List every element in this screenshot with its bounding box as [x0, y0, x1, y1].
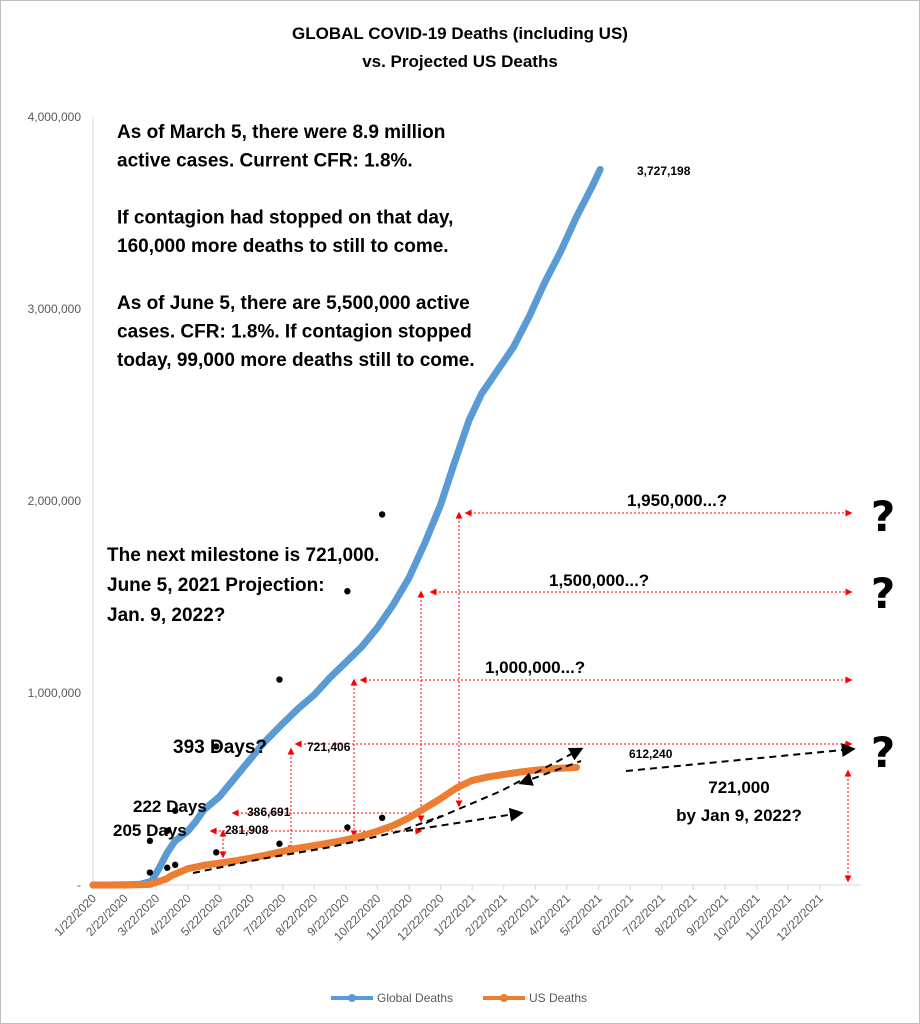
- label-proj-1500k: 1,500,000...?: [549, 571, 649, 590]
- label-205-days: 205 Days: [113, 821, 187, 840]
- chart-title-line-2: vs. Projected US Deaths: [362, 52, 558, 71]
- qmark-us: ?: [871, 728, 895, 777]
- data-label-386691: 386,691: [247, 805, 291, 819]
- marker-dot-us-7: [146, 869, 154, 876]
- label-us-721k-2: by Jan 9, 2022?: [676, 806, 802, 825]
- milestone-line-2: Jan. 9, 2022?: [107, 605, 225, 626]
- us-trend-arrow-proj: [625, 743, 856, 772]
- legend: Global Deaths US Deaths: [331, 991, 587, 1005]
- marker-dot-global-0: [146, 837, 154, 845]
- us-trend-arrow-b: [425, 747, 584, 824]
- y-tick-label-2: 2,000,000: [28, 494, 82, 508]
- marker-dot-global-4: [276, 676, 283, 683]
- note-line-1: active cases. Current CFR: 1.8%.: [117, 151, 413, 172]
- note-line-6: As of June 5, there are 5,500,000 active: [117, 293, 470, 314]
- label-us-721k-1: 721,000: [708, 778, 769, 797]
- note-line-8: today, 99,000 more deaths still to come.: [117, 350, 475, 371]
- us-trend-arrow-a: [405, 807, 524, 832]
- y-tick-label-4: 4,000,000: [28, 110, 82, 124]
- data-label-281908: 281,908: [225, 823, 269, 837]
- marker-dot-us-9: [171, 861, 179, 869]
- note-line-7: cases. CFR: 1.8%. If contagion stopped: [117, 322, 472, 343]
- milestone-line-1: June 5, 2021 Projection:: [107, 575, 325, 596]
- annotation-lines: [209, 509, 853, 883]
- marker-dot-global-6: [378, 511, 386, 518]
- marker-dot-us-8: [164, 864, 171, 871]
- note-line-4: 160,000 more deaths to still to come.: [117, 236, 449, 257]
- label-proj-1000k: 1,000,000...?: [485, 658, 585, 677]
- y-tick-label-0: -: [77, 878, 81, 892]
- marker-dot-us-12: [344, 824, 351, 831]
- label-222-days: 222 Days: [133, 797, 207, 816]
- y-tick-label-3: 3,000,000: [28, 302, 82, 316]
- label-proj-1950k: 1,950,000...?: [627, 491, 727, 510]
- chart-title-line-1: GLOBAL COVID-19 Deaths (including US): [292, 24, 628, 43]
- marker-layer: [146, 511, 386, 876]
- text-layer: 3,727,198 612,240 721,406 386,691 281,908 As …: [107, 122, 895, 840]
- legend-dot-global-deaths: [348, 994, 356, 1002]
- series-layer: [89, 165, 856, 889]
- us-trend-arrow-c: [518, 760, 582, 786]
- marker-dot-global-1: [164, 827, 171, 835]
- milestone-line-0: The next milestone is 721,000.: [107, 545, 379, 566]
- y-tick-label-1: 1,000,000: [28, 686, 82, 700]
- legend-dot-us-deaths: [500, 994, 508, 1002]
- marker-dot-global-5: [344, 588, 351, 595]
- marker-dot-us-11: [276, 840, 283, 847]
- data-label-721406: 721,406: [307, 740, 351, 754]
- marker-dot-us-10: [213, 849, 220, 856]
- chart-title: GLOBAL COVID-19 Deaths (including US) vs…: [292, 24, 628, 71]
- data-label-us-last: 612,240: [629, 747, 673, 761]
- label-393-days: 393 Days?: [173, 737, 267, 758]
- marker-dot-global-2: [171, 807, 179, 814]
- legend-label-global-deaths: Global Deaths: [377, 991, 453, 1005]
- qmark-1950k: ?: [871, 492, 895, 541]
- marker-dot-global-3: [213, 743, 220, 750]
- series-line-global-deaths: [89, 165, 604, 889]
- marker-dot-us-13: [378, 814, 386, 821]
- data-label-global-last: 3,727,198: [637, 164, 691, 178]
- note-line-0: As of March 5, there were 8.9 million: [117, 122, 445, 143]
- note-line-3: If contagion had stopped on that day,: [117, 208, 453, 229]
- legend-label-us-deaths: US Deaths: [529, 991, 587, 1005]
- qmark-1500k: ?: [871, 569, 895, 618]
- series-line-us-deaths: [89, 763, 580, 889]
